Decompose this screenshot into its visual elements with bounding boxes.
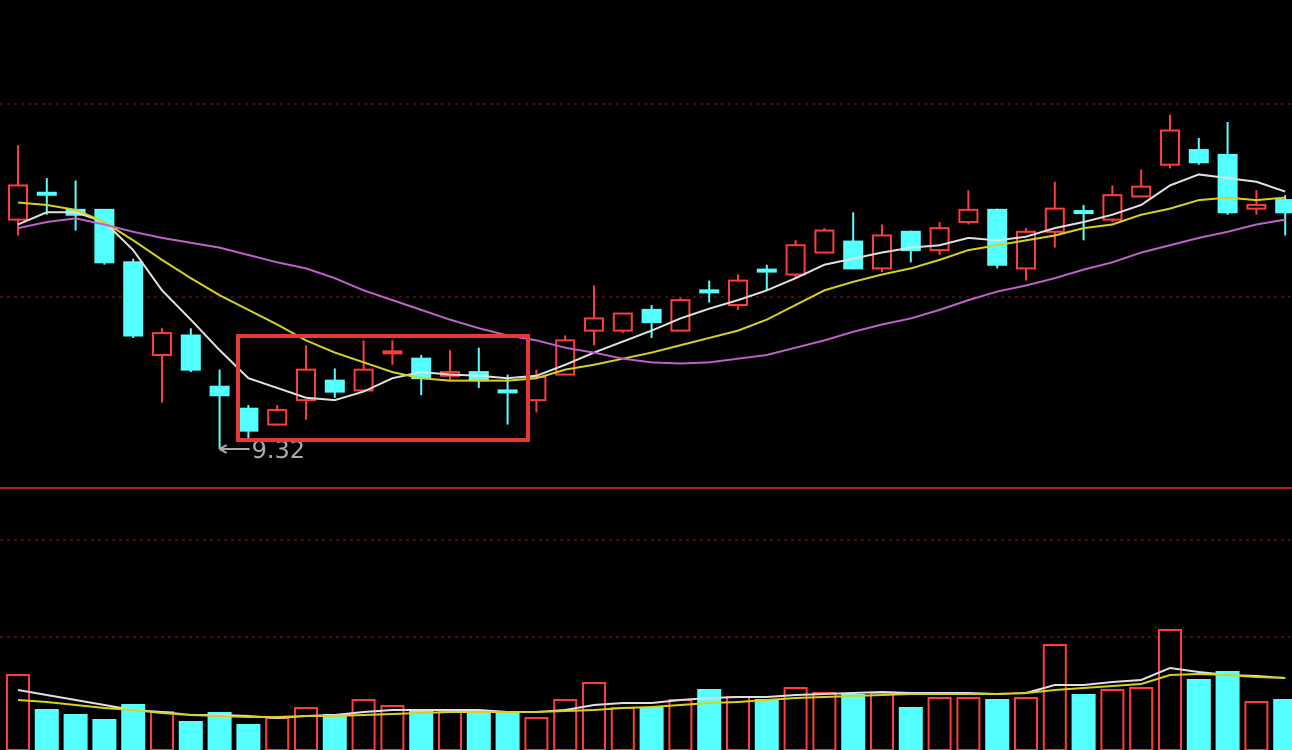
- volume-bar: [783, 687, 808, 750]
- candle-body: [36, 191, 57, 196]
- volume-bar: [1014, 697, 1038, 750]
- volume-bar: [870, 692, 894, 750]
- candle-body: [267, 408, 288, 426]
- volume-bar: [524, 717, 549, 750]
- candle-body: [900, 230, 921, 252]
- candle-body: [1246, 203, 1267, 210]
- volume-bar: [639, 707, 664, 750]
- candle-body: [324, 379, 345, 393]
- volume-bar: [927, 697, 952, 750]
- candle-body: [1073, 210, 1094, 215]
- candle-body: [756, 268, 777, 273]
- volume-bar: [6, 674, 30, 750]
- volume-bar: [985, 699, 1010, 750]
- moving-average: [17, 173, 1286, 402]
- candle-body: [526, 375, 547, 402]
- candle-body: [296, 368, 316, 402]
- volume-bar: [495, 712, 520, 750]
- volume-bar: [1129, 687, 1154, 750]
- volume-bar: [466, 712, 491, 750]
- volume-bar: [898, 707, 923, 750]
- volume-bar: [610, 707, 635, 750]
- volume-bar: [1042, 644, 1067, 750]
- volume-bar: [841, 694, 866, 750]
- volume-bar: [34, 709, 59, 750]
- volume-bar: [726, 696, 750, 750]
- volume-bar: [150, 711, 174, 750]
- moving-average: [17, 217, 1286, 365]
- candle-body: [123, 261, 144, 337]
- volume-bar: [92, 719, 117, 750]
- candle-body: [1160, 129, 1180, 166]
- volume-bar: [553, 699, 578, 750]
- highlight-box: [236, 334, 530, 442]
- volume-bar: [322, 714, 347, 750]
- volume-bar: [1071, 694, 1096, 750]
- candle-body: [584, 317, 604, 332]
- candle-body: [238, 407, 259, 432]
- candle-body: [958, 208, 979, 224]
- candle-body: [641, 308, 662, 324]
- volume-bar: [409, 711, 434, 750]
- volume-bar: [380, 705, 405, 750]
- candle-body: [152, 332, 172, 357]
- min-arrow: [219, 444, 250, 454]
- candle-body: [353, 368, 374, 392]
- volume-bar: [956, 697, 981, 750]
- volume-bar: [812, 692, 837, 750]
- volume-bar: [63, 714, 88, 750]
- volume-bar: [351, 699, 376, 750]
- volume-bar: [582, 682, 606, 750]
- volume-bar: [1273, 699, 1292, 750]
- candle-body: [843, 240, 864, 270]
- volume-bar: [265, 717, 290, 750]
- volume-bar: [1215, 671, 1240, 750]
- volume-bar: [121, 704, 146, 750]
- candle-body: [987, 208, 1008, 266]
- volume-bar: [178, 721, 203, 750]
- volume-bar: [697, 689, 722, 750]
- price-panel: 9.32: [8, 114, 1292, 464]
- candle-body: [929, 227, 950, 252]
- volume-bar: [1100, 689, 1125, 750]
- candle-body: [612, 312, 633, 332]
- volume-bar: [236, 724, 261, 750]
- volume-bar: [294, 707, 318, 750]
- candle-body: [382, 350, 403, 355]
- candle-body: [180, 334, 201, 371]
- volume-bar: [1244, 701, 1269, 750]
- candle-body: [411, 357, 432, 380]
- candle-body: [785, 244, 806, 276]
- volume-bar: [1186, 679, 1211, 750]
- volume-bar: [438, 711, 462, 750]
- volume-panel: [6, 629, 1292, 750]
- candle-body: [1275, 199, 1292, 214]
- volume-bar: [1158, 629, 1182, 750]
- volume-bar: [207, 712, 232, 750]
- moving-average: [17, 196, 1286, 382]
- volume-average: [17, 672, 1286, 718]
- candle-body: [1131, 185, 1152, 198]
- candle-body: [209, 385, 230, 397]
- candle-body: [814, 229, 835, 254]
- candle-body: [497, 389, 518, 394]
- volume-bar: [668, 699, 693, 750]
- volume-bar: [754, 699, 779, 750]
- candle-body: [699, 289, 720, 294]
- candle-body: [1188, 149, 1209, 164]
- candle-body: [1217, 153, 1238, 214]
- candle-body: [1044, 207, 1065, 233]
- candle-body: [94, 208, 115, 264]
